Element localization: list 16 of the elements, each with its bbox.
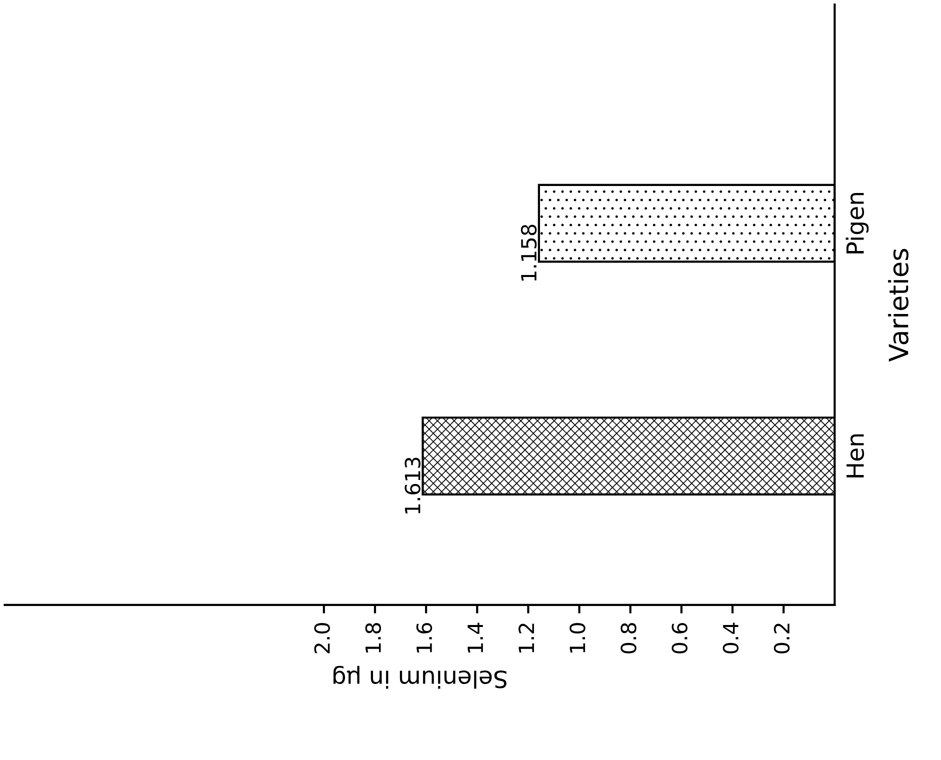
x-tick-label: 1.0 (570, 623, 586, 652)
x-tick-label: 2.0 (314, 623, 330, 654)
y-tick-label: Pigen (846, 192, 869, 254)
x-tick-label: 0.2 (774, 624, 790, 654)
x-tick-label: 0.8 (620, 623, 636, 654)
x-tick-label: 1.6 (416, 622, 432, 652)
x-tick-label: 1.2 (518, 624, 534, 652)
data-label: 1.158 (520, 224, 537, 281)
x-tick-label: 1.4 (468, 622, 483, 652)
x-tick-label: 1.8 (365, 623, 382, 652)
data-label: 1.613 (404, 458, 420, 514)
y-tick-label: Hen (846, 434, 864, 478)
x-tick-label: 0.4 (722, 622, 739, 654)
x-tick-label: 0.6 (672, 622, 688, 654)
x-axis-title: Selenium in μg (334, 666, 506, 689)
y-axis-title: Varieties (888, 248, 908, 362)
